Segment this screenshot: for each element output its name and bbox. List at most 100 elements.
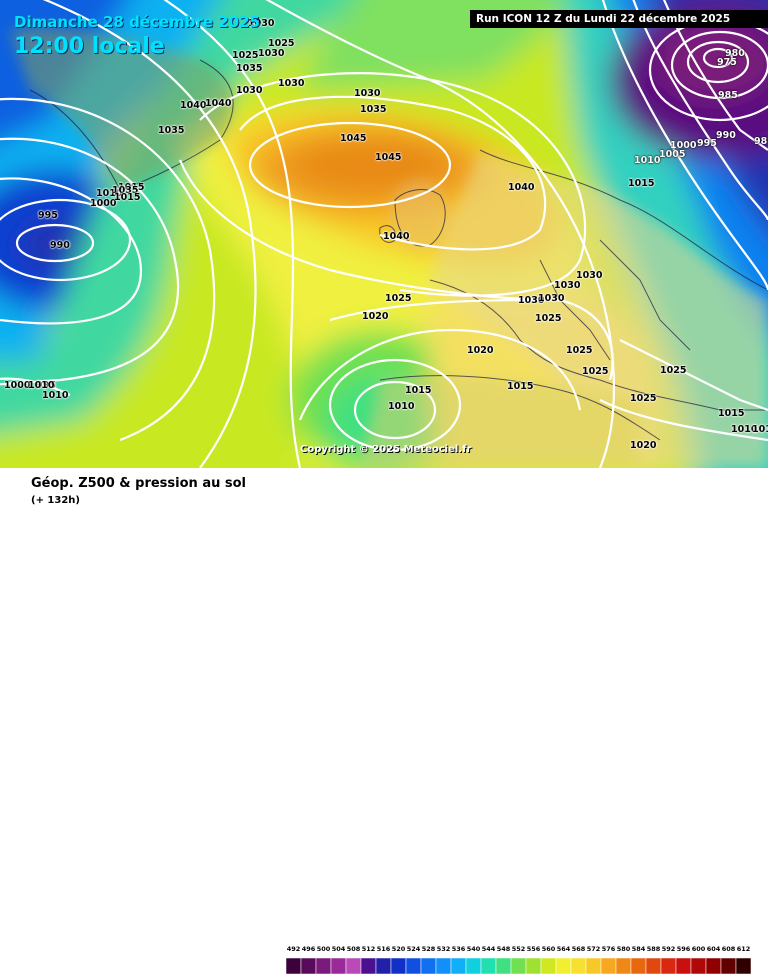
isobar-1010-sw <box>353 380 437 440</box>
legend-swatch <box>375 957 392 975</box>
isobar-value-label: 1005 <box>659 149 686 160</box>
isobar-value-label: 1010 <box>731 424 758 435</box>
legend-tick-label: 548 <box>497 945 511 953</box>
isobar-1005-east <box>632 0 768 221</box>
colour-legend: 492 496 500 504 508 512 516 520 524 528 532 536 540 5… <box>286 945 752 975</box>
legend-swatch <box>345 957 362 975</box>
legend-swatch <box>525 957 542 975</box>
legend-tick-label: 576 <box>602 945 616 953</box>
isobar-value-label: 1020 <box>362 311 389 322</box>
legend-swatch <box>585 957 602 975</box>
isobar-1015 <box>42 0 257 468</box>
legend-tick-label: 560 <box>542 945 556 953</box>
legend-swatch <box>675 957 692 975</box>
isobar-value-label: 1010 <box>42 390 69 401</box>
legend-swatch <box>645 957 662 975</box>
isobar-value-label: 1030 <box>258 48 285 59</box>
isobar-value-label: 1040 <box>508 182 535 193</box>
isobar-value-label: 1030 <box>518 295 545 306</box>
isobar-value-label: 1040 <box>205 98 232 109</box>
isobar-value-label: 995 <box>36 380 56 391</box>
legend-swatch <box>300 957 317 975</box>
legend-swatch <box>510 957 527 975</box>
legend-tick-label: 568 <box>572 945 586 953</box>
isobar-1020-south <box>298 328 582 421</box>
legend-swatch <box>720 957 737 975</box>
isobar-990-east <box>670 30 768 100</box>
legend-swatch <box>570 957 587 975</box>
legend-tick-label: 592 <box>662 945 676 953</box>
legend-swatch <box>660 957 677 975</box>
legend-swatch <box>600 957 617 975</box>
legend-tick-label: 596 <box>677 945 691 953</box>
isobar-value-label: 1030 <box>354 88 381 99</box>
isobar-1025 <box>265 0 616 468</box>
isobar-value-label: 1035 <box>158 125 185 136</box>
isobar-value-label: 1020 <box>467 345 494 356</box>
isobar-value-label: 1045 <box>375 152 402 163</box>
legend-swatch <box>495 957 512 975</box>
forecast-time: 12:00 locale <box>14 34 165 59</box>
legend-tick-label: 580 <box>617 945 631 953</box>
isobar-985-east <box>686 40 750 84</box>
isobar-value-label: 985 <box>718 90 738 101</box>
isobar-value-label: 1000 <box>90 198 117 209</box>
isobar-value-label: 1010 <box>28 380 55 391</box>
legend-tick-label: 544 <box>482 945 496 953</box>
legend-tick-label: 520 <box>392 945 406 953</box>
isobar-value-label: 1020 <box>630 440 657 451</box>
legend-tick-label: 512 <box>362 945 376 953</box>
isobar-value-label: 1015 <box>405 385 432 396</box>
isobar-value-label: 98 <box>754 136 768 147</box>
isobar-990-west <box>15 223 95 263</box>
legend-swatch <box>450 957 467 975</box>
isobar-1020-east <box>599 399 768 442</box>
isobar-value-label: 1030 <box>538 293 565 304</box>
legend-tick-label: 604 <box>707 945 721 953</box>
legend-swatch <box>390 957 407 975</box>
legend-swatch <box>690 957 707 975</box>
isobar-1025-south <box>329 298 614 381</box>
isobar-value-label: 1030 <box>236 85 263 96</box>
isobar-1030-south <box>178 159 561 302</box>
legend-swatch <box>630 957 647 975</box>
map-footer: Géop. Z500 & pression au sol (+ 132h) 49… <box>0 468 768 975</box>
isobar-value-label: 1030 <box>248 18 275 29</box>
legend-tick-label: 524 <box>407 945 421 953</box>
isobar-value-label: 1030 <box>554 280 581 291</box>
isobar-value-label: 990 <box>716 130 736 141</box>
isobar-value-label: 1035 <box>360 104 387 115</box>
isobar-value-label: 1035 <box>112 185 139 196</box>
forecast-date: Dimanche 28 décembre 2025 <box>14 13 260 31</box>
isobar-value-label: 1010 <box>634 155 661 166</box>
z500-pressure-map-canvas <box>0 0 768 468</box>
legend-tick-label: 588 <box>647 945 661 953</box>
isobar-value-label: 1015 <box>118 182 145 193</box>
isobar-1040 <box>239 95 547 251</box>
legend-swatch <box>540 957 557 975</box>
legend-tick-label: 612 <box>737 945 751 953</box>
legend-swatch <box>705 957 722 975</box>
legend-tick-label: 500 <box>317 945 331 953</box>
isobar-value-label: 1015 <box>718 408 745 419</box>
isobar-value-label: 1015 <box>507 381 534 392</box>
isobars <box>0 0 768 468</box>
isobar-value-label: 1025 <box>232 50 259 61</box>
isobar-1010-sw-edge <box>0 377 71 396</box>
legend-tick-label: 492 <box>287 945 301 953</box>
isobar-1045 <box>248 121 452 209</box>
isobar-value-label: 1035 <box>236 63 263 74</box>
legend-tick-label: 584 <box>632 945 646 953</box>
isobar-value-label: 1030 <box>576 270 603 281</box>
isobar-value-label: 1015 <box>114 192 141 203</box>
map-title: Géop. Z500 & pression au sol <box>31 476 246 491</box>
isobar-value-label: 975 <box>717 57 737 68</box>
isobar-1015-sw <box>328 358 462 452</box>
isobar-value-label: 1025 <box>630 393 657 404</box>
isobar-value-label: 1025 <box>660 365 687 376</box>
isobar-value-label: 1025 <box>535 313 562 324</box>
isobar-1035 <box>199 72 587 297</box>
legend-tick-label: 552 <box>512 945 526 953</box>
isobar-value-label: 990 <box>50 240 70 251</box>
legend-swatch <box>420 957 437 975</box>
